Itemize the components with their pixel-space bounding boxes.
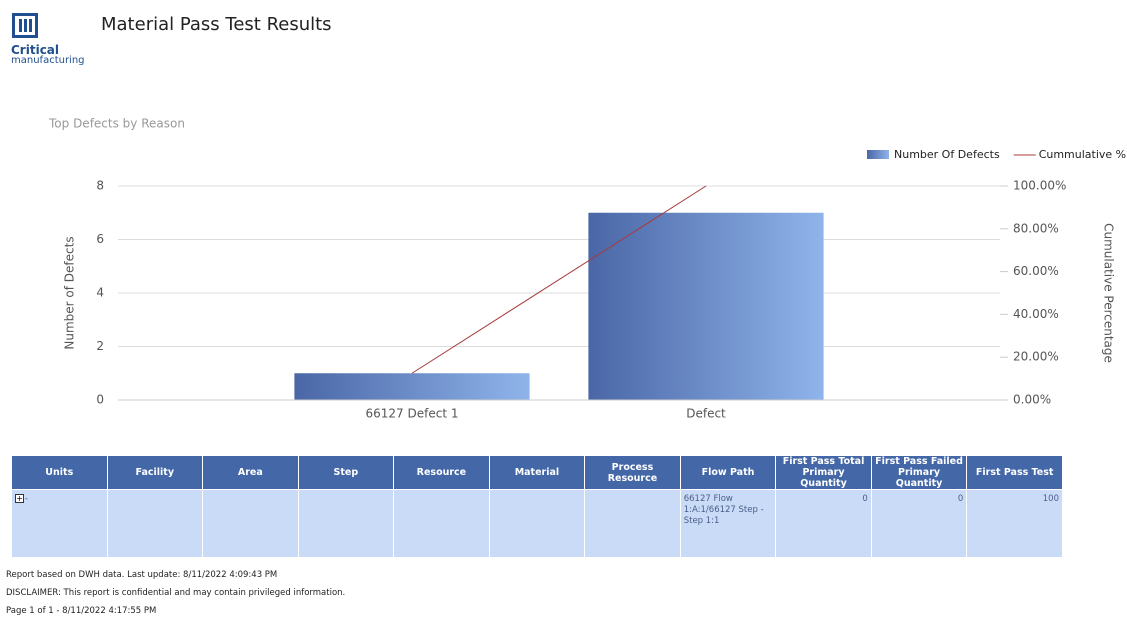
chart: Top Defects by Reason Number of Defects …: [48, 117, 1126, 421]
column-header: Facility: [106, 455, 204, 490]
table-cell: + -: [11, 489, 108, 558]
y-axis-label: Number of Defects: [63, 236, 77, 349]
x-tick-label: Defect: [686, 407, 726, 421]
report-title: Material Pass Test Results: [101, 14, 332, 35]
column-header: Material: [488, 455, 586, 490]
column-header: Units: [11, 455, 108, 490]
table-cell: [297, 489, 395, 558]
column-header: Resource: [393, 455, 490, 490]
y-tick-label: 4: [96, 286, 104, 300]
cumulative-line: [411, 185, 707, 374]
y2-tick-label: 20.00%: [1013, 350, 1059, 364]
column-header: Area: [202, 455, 299, 490]
logo-text: manufacturing: [11, 55, 85, 66]
table-cell: [488, 489, 586, 558]
column-header: Flow Path: [679, 455, 777, 490]
cell-text: -: [25, 494, 29, 504]
table-row: + - 66127 Flow 1:A:1/66127 Step - Step 1:…: [11, 489, 1063, 558]
y2-tick-label: 80.00%: [1013, 221, 1059, 235]
legend-label: Number Of Defects: [894, 148, 1000, 161]
footer-text: DISCLAIMER: This report is confidential …: [6, 588, 346, 598]
table-cell: [584, 489, 681, 558]
footer-text: Page 1 of 1 - 8/11/2022 4:17:55 PM: [6, 606, 157, 616]
expand-button[interactable]: +: [15, 494, 24, 503]
results-table: Units Facility Area Step Resource Material Pro…: [11, 455, 1063, 558]
column-header: First Pass Test: [966, 455, 1063, 490]
chart-title: Top Defects by Reason: [48, 117, 185, 131]
y2-tick-label: 0.00%: [1013, 393, 1051, 407]
y-tick-label: 6: [96, 232, 104, 246]
column-header: Step: [297, 455, 395, 490]
y-tick-label: 8: [96, 179, 104, 193]
table-cell: 100: [966, 489, 1063, 558]
table-cell: [393, 489, 490, 558]
x-tick-label: 66127 Defect 1: [366, 407, 459, 421]
column-header: First Pass Total Primary Quantity: [775, 455, 872, 490]
legend-swatch: [867, 150, 889, 159]
table-cell: 0: [775, 489, 872, 558]
legend-label: Cummulative %: [1039, 148, 1126, 161]
bar: [294, 373, 530, 400]
table-cell: 66127 Flow 1:A:1/66127 Step - Step 1:1: [679, 489, 777, 558]
column-header: Process Resource: [584, 455, 681, 490]
table-cell: [106, 489, 204, 558]
table-cell: [202, 489, 299, 558]
logo-text: Critical: [11, 43, 60, 57]
y-tick-label: 0: [96, 393, 104, 407]
bar: [588, 212, 824, 400]
table-cell: 0: [870, 489, 968, 558]
y-tick-label: 2: [96, 339, 104, 353]
column-header: First Pass Failed Primary Quantity: [870, 455, 968, 490]
y2-tick-label: 100.00%: [1013, 179, 1066, 193]
y2-tick-label: 60.00%: [1013, 264, 1059, 278]
logo-icon: [12, 13, 38, 38]
y2-axis-label: Cumulative Percentage: [1102, 223, 1116, 363]
y2-tick-label: 40.00%: [1013, 307, 1059, 321]
footer-text: Report based on DWH data. Last update: 8…: [6, 570, 278, 580]
